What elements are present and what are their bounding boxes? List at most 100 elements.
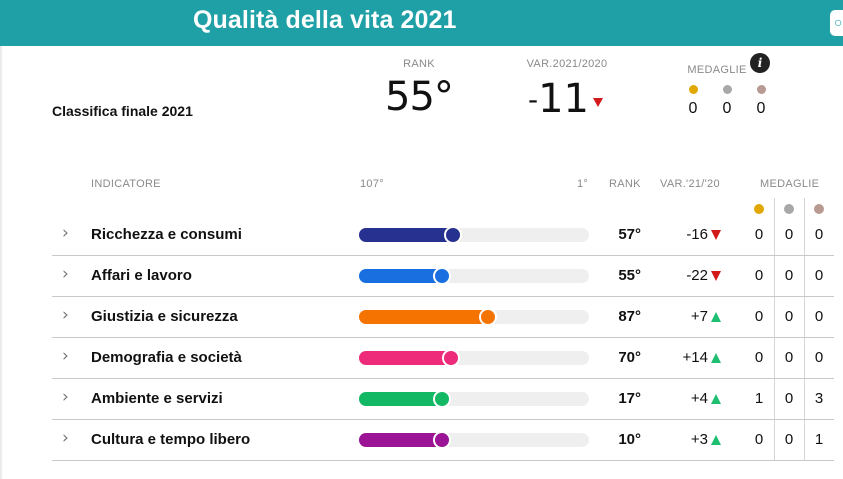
- info-icon[interactable]: i: [750, 53, 770, 73]
- rank-bar-fill: [359, 269, 449, 283]
- indicator-variation: +7: [690, 308, 708, 325]
- header-bar: Qualità della vita 2021 ○: [0, 0, 843, 46]
- bronze-count: 3: [814, 390, 824, 407]
- rank-bar-fill: [359, 351, 458, 365]
- indicator-variation: +3: [690, 431, 708, 448]
- column-header-variation: VAR.'21/'20: [660, 178, 720, 190]
- indicator-variation: -16: [686, 226, 708, 243]
- indicator-rank: 10°: [618, 431, 641, 448]
- indicator-variation: -22: [686, 267, 708, 284]
- rank-bar-track: [359, 308, 589, 326]
- gold-count: 0: [754, 226, 764, 243]
- indicator-label: Giustizia e sicurezza: [91, 308, 238, 325]
- search-icon: ○: [834, 14, 843, 30]
- gold-count: 0: [754, 267, 764, 284]
- chevron-right-icon[interactable]: ›: [62, 428, 69, 448]
- rank-bar-fill: [359, 433, 449, 447]
- bronze-count: 0: [814, 349, 824, 366]
- bronze-medal-count: 0: [756, 100, 766, 117]
- rank-bar-track: [359, 431, 589, 449]
- header-action-button[interactable]: ○: [830, 10, 843, 36]
- variation-sign: -: [528, 83, 539, 116]
- column-header-rank: RANK: [609, 178, 641, 190]
- gold-count: 0: [754, 431, 764, 448]
- overall-rank: 55°: [385, 74, 454, 120]
- chevron-right-icon[interactable]: ›: [62, 264, 69, 284]
- bronze-medal-icon: [814, 204, 824, 214]
- silver-medal-icon: [723, 85, 732, 94]
- rank-bar-fill: [359, 392, 449, 406]
- rank-bar-track: [359, 267, 589, 285]
- indicator-rank: 17°: [618, 390, 641, 407]
- column-header-medals: MEDAGLIE: [760, 178, 820, 190]
- trend-up-icon: [711, 353, 721, 363]
- table-row[interactable]: › Ricchezza e consumi 57° -16 0 0 0: [52, 214, 834, 256]
- indicator-label: Affari e lavoro: [91, 267, 192, 284]
- rank-bar-knob: [442, 349, 460, 367]
- indicator-label: Cultura e tempo libero: [91, 431, 251, 448]
- rank-bar-track: [359, 349, 589, 367]
- bronze-medal-icon: [757, 85, 766, 94]
- gold-medal-icon: [689, 85, 698, 94]
- silver-count: 0: [784, 390, 794, 407]
- trend-down-icon: [711, 271, 721, 281]
- rank-bar-fill: [359, 228, 460, 242]
- bronze-count: 1: [814, 431, 824, 448]
- indicator-label: Demografia e società: [91, 349, 242, 366]
- table-row[interactable]: › Cultura e tempo libero 10° +3 0 0 1: [52, 419, 834, 461]
- rank-bar-knob: [433, 390, 451, 408]
- medal-column-divider: [774, 198, 775, 460]
- column-header-scale-max: 1°: [577, 178, 589, 190]
- chevron-right-icon[interactable]: ›: [62, 387, 69, 407]
- table-row[interactable]: › Demografia e società 70° +14 0 0 0: [52, 337, 834, 379]
- rank-bar-knob: [433, 267, 451, 285]
- silver-count: 0: [784, 226, 794, 243]
- chevron-right-icon[interactable]: ›: [62, 223, 69, 243]
- variation-label: VAR.2021/2020: [526, 58, 608, 70]
- variation-value: 11: [538, 76, 590, 122]
- bronze-count: 0: [814, 308, 824, 325]
- rank-label: RANK: [403, 58, 435, 70]
- gold-count: 1: [754, 390, 764, 407]
- variation-down-icon: [593, 98, 603, 107]
- chevron-right-icon[interactable]: ›: [62, 346, 69, 366]
- indicator-rank: 87°: [618, 308, 641, 325]
- silver-count: 0: [784, 308, 794, 325]
- silver-medal-icon: [784, 204, 794, 214]
- final-ranking-title: Classifica finale 2021: [52, 103, 193, 119]
- table-row[interactable]: › Giustizia e sicurezza 87° +7 0 0 0: [52, 296, 834, 338]
- trend-up-icon: [711, 394, 721, 404]
- rank-bar-track: [359, 390, 589, 408]
- trend-up-icon: [711, 435, 721, 445]
- gold-count: 0: [754, 349, 764, 366]
- table-row[interactable]: › Affari e lavoro 55° -22 0 0 0: [52, 255, 834, 297]
- gold-medal-count: 0: [688, 100, 698, 117]
- medals-label: MEDAGLIE: [687, 64, 747, 76]
- indicator-variation: +14: [682, 349, 708, 366]
- overall-variation: -11: [528, 76, 589, 122]
- indicator-rank: 70°: [618, 349, 641, 366]
- silver-count: 0: [784, 349, 794, 366]
- rank-bar-knob: [444, 226, 462, 244]
- rank-bar-track: [359, 226, 589, 244]
- indicator-label: Ricchezza e consumi: [91, 226, 242, 243]
- page-title: Qualità della vita 2021: [193, 6, 457, 34]
- indicator-label: Ambiente e servizi: [91, 390, 223, 407]
- indicator-rank: 57°: [618, 226, 641, 243]
- column-header-scale-min: 107°: [360, 178, 384, 190]
- chevron-right-icon[interactable]: ›: [62, 305, 69, 325]
- gold-count: 0: [754, 308, 764, 325]
- table-row[interactable]: › Ambiente e servizi 17° +4 1 0 3: [52, 378, 834, 420]
- gold-medal-icon: [754, 204, 764, 214]
- bronze-count: 0: [814, 226, 824, 243]
- indicator-rank: 55°: [618, 267, 641, 284]
- silver-count: 0: [784, 431, 794, 448]
- silver-count: 0: [784, 267, 794, 284]
- bronze-count: 0: [814, 267, 824, 284]
- indicator-variation: +4: [690, 390, 708, 407]
- silver-medal-count: 0: [722, 100, 732, 117]
- medal-column-divider: [804, 198, 805, 460]
- rank-bar-fill: [359, 310, 495, 324]
- column-header-indicator: INDICATORE: [91, 178, 161, 190]
- rank-bar-knob: [479, 308, 497, 326]
